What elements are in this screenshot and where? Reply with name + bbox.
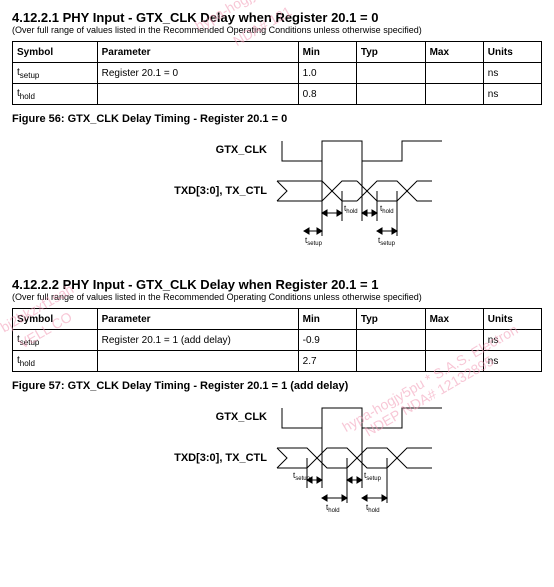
col-header-min: Min bbox=[298, 42, 356, 63]
col-header-units: Units bbox=[483, 42, 541, 63]
timing-diagram: GTX_CLK TXD[3:0], TX_CTL tsetup tsetup t… bbox=[97, 398, 457, 513]
cell-max bbox=[425, 84, 483, 105]
svg-text:thold: thold bbox=[380, 204, 394, 215]
col-header-symbol: Symbol bbox=[13, 309, 98, 330]
table-header-row: Symbol Parameter Min Typ Max Units bbox=[13, 309, 542, 330]
clk-label: GTX_CLK bbox=[216, 144, 267, 156]
cell-min: 1.0 bbox=[298, 63, 356, 84]
svg-text:tsetup: tsetup bbox=[364, 471, 382, 482]
cell-units: ns bbox=[483, 84, 541, 105]
cell-typ bbox=[356, 63, 425, 84]
timing-diagram: GTX_CLK TXD[3:0], TX_CTL thold thold tse… bbox=[97, 131, 457, 251]
svg-text:tsetup: tsetup bbox=[305, 236, 323, 247]
section-heading: 4.12.2.2 PHY Input - GTX_CLK Delay when … bbox=[12, 277, 542, 292]
table-header-row: Symbol Parameter Min Typ Max Units bbox=[13, 42, 542, 63]
cell-typ bbox=[356, 330, 425, 351]
cell-min: 0.8 bbox=[298, 84, 356, 105]
col-header-parameter: Parameter bbox=[97, 309, 298, 330]
col-header-units: Units bbox=[483, 309, 541, 330]
table-row: tsetup Register 20.1 = 1 (add delay) -0.… bbox=[13, 330, 542, 351]
cell-parameter bbox=[97, 84, 298, 105]
section-subnote: (Over full range of values listed in the… bbox=[12, 25, 542, 35]
cell-symbol: thold bbox=[13, 84, 98, 105]
svg-text:thold: thold bbox=[366, 503, 380, 513]
cell-symbol: tsetup bbox=[13, 330, 98, 351]
cell-max bbox=[425, 351, 483, 372]
section-2: 4.12.2.2 PHY Input - GTX_CLK Delay when … bbox=[12, 277, 542, 513]
cell-units: ns bbox=[483, 63, 541, 84]
clk-label: GTX_CLK bbox=[216, 411, 267, 423]
svg-text:tsetup: tsetup bbox=[378, 236, 396, 247]
col-header-parameter: Parameter bbox=[97, 42, 298, 63]
col-header-typ: Typ bbox=[356, 309, 425, 330]
table-row: tsetup Register 20.1 = 0 1.0 ns bbox=[13, 63, 542, 84]
cell-units: ns bbox=[483, 330, 541, 351]
col-header-max: Max bbox=[425, 309, 483, 330]
cell-symbol: tsetup bbox=[13, 63, 98, 84]
section-1: 4.12.2.1 PHY Input - GTX_CLK Delay when … bbox=[12, 10, 542, 251]
spec-table: Symbol Parameter Min Typ Max Units tsetu… bbox=[12, 41, 542, 105]
figure-caption: Figure 56: GTX_CLK Delay Timing - Regist… bbox=[12, 113, 542, 125]
cell-min: 2.7 bbox=[298, 351, 356, 372]
svg-text:thold: thold bbox=[344, 204, 358, 215]
svg-text:thold: thold bbox=[326, 503, 340, 513]
cell-typ bbox=[356, 84, 425, 105]
cell-max bbox=[425, 63, 483, 84]
cell-parameter: Register 20.1 = 1 (add delay) bbox=[97, 330, 298, 351]
table-row: thold 0.8 ns bbox=[13, 84, 542, 105]
section-heading: 4.12.2.1 PHY Input - GTX_CLK Delay when … bbox=[12, 10, 542, 25]
figure-caption: Figure 57: GTX_CLK Delay Timing - Regist… bbox=[12, 380, 542, 392]
cell-max bbox=[425, 330, 483, 351]
section-subnote: (Over full range of values listed in the… bbox=[12, 292, 542, 302]
spec-table: Symbol Parameter Min Typ Max Units tsetu… bbox=[12, 308, 542, 372]
col-header-max: Max bbox=[425, 42, 483, 63]
cell-symbol: thold bbox=[13, 351, 98, 372]
svg-text:tsetup: tsetup bbox=[293, 471, 311, 482]
cell-min: -0.9 bbox=[298, 330, 356, 351]
cell-typ bbox=[356, 351, 425, 372]
data-label: TXD[3:0], TX_CTL bbox=[174, 185, 267, 197]
col-header-typ: Typ bbox=[356, 42, 425, 63]
cell-units: ns bbox=[483, 351, 541, 372]
col-header-symbol: Symbol bbox=[13, 42, 98, 63]
cell-parameter: Register 20.1 = 0 bbox=[97, 63, 298, 84]
data-label: TXD[3:0], TX_CTL bbox=[174, 452, 267, 464]
table-row: thold 2.7 ns bbox=[13, 351, 542, 372]
cell-parameter bbox=[97, 351, 298, 372]
col-header-min: Min bbox=[298, 309, 356, 330]
